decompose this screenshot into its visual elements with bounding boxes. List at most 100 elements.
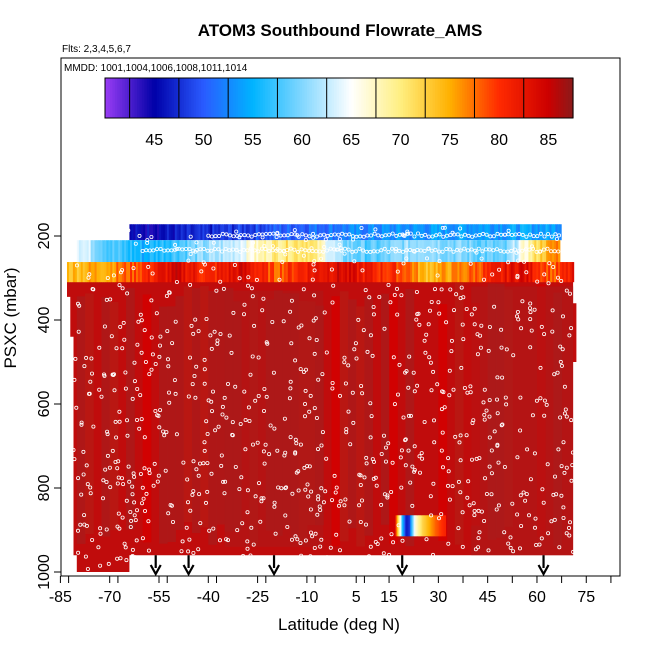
- light-blue-band-strip: [345, 240, 348, 263]
- sample-point: [506, 232, 511, 237]
- orange-band-strip: [488, 262, 492, 283]
- heatmap-column: [339, 291, 349, 542]
- sample-point: [511, 549, 516, 554]
- colorbar-swatch: [265, 78, 269, 118]
- sample-point: [553, 232, 558, 237]
- orange-band-strip: [416, 262, 419, 283]
- sample-point: [561, 516, 566, 521]
- orange-band-strip: [449, 262, 452, 283]
- sample-point: [554, 492, 559, 497]
- sample-point: [191, 551, 196, 556]
- sample-point: [101, 478, 106, 483]
- light-blue-band-strip: [402, 240, 405, 263]
- sample-point: [521, 490, 526, 495]
- sample-point: [533, 525, 538, 530]
- sample-point: [130, 396, 135, 401]
- sample-point: [374, 483, 379, 488]
- orange-band-strip: [376, 262, 379, 283]
- top-blue-band-strip: [533, 224, 537, 241]
- top-blue-band-strip: [184, 224, 188, 241]
- sample-point: [180, 247, 185, 252]
- sample-point: [125, 433, 130, 438]
- x-tick-label: -10: [295, 589, 318, 606]
- sample-point: [249, 286, 254, 291]
- sample-point: [558, 359, 563, 364]
- sample-point: [152, 461, 157, 466]
- colorbar-swatch: [218, 78, 222, 118]
- orange-band-strip: [317, 262, 320, 283]
- colorbar-swatch: [368, 78, 372, 118]
- sample-point: [176, 246, 181, 251]
- sample-point: [545, 462, 550, 467]
- sample-point: [225, 381, 230, 386]
- orange-band-strip: [274, 262, 277, 283]
- sample-point: [122, 337, 127, 342]
- sample-point: [502, 464, 507, 469]
- orange-band-strip: [287, 262, 291, 283]
- orange-band-strip: [433, 262, 437, 283]
- orange-band-strip: [124, 262, 127, 283]
- sample-point: [81, 449, 86, 454]
- top-blue-band-strip: [523, 224, 527, 241]
- orange-band-strip: [84, 262, 88, 283]
- light-blue-band-strip: [558, 240, 561, 263]
- sample-point: [412, 469, 417, 474]
- sample-point: [252, 323, 257, 328]
- sample-point: [503, 395, 508, 400]
- sample-point: [353, 341, 358, 346]
- anomaly-patch-strip: [404, 515, 407, 537]
- sample-point: [158, 334, 163, 339]
- top-blue-band-strip: [145, 224, 148, 241]
- sample-point: [424, 256, 429, 261]
- top-blue-band-strip: [446, 224, 450, 241]
- sample-point: [337, 548, 342, 553]
- top-blue-band-strip: [229, 224, 233, 241]
- top-blue-band-strip: [192, 224, 195, 241]
- colorbar-swatch: [474, 78, 478, 118]
- sample-point: [272, 504, 277, 509]
- sample-point: [567, 526, 572, 531]
- sample-point: [346, 363, 351, 368]
- colorbar-swatch: [270, 78, 274, 118]
- colorbar-swatch: [191, 78, 195, 118]
- sample-point: [90, 538, 95, 543]
- orange-band-strip: [66, 262, 70, 283]
- sample-point: [278, 233, 283, 238]
- orange-band-strip: [550, 262, 553, 283]
- orange-band-strip: [354, 262, 358, 283]
- sample-point: [494, 247, 499, 252]
- orange-band-strip: [362, 262, 366, 283]
- top-blue-band-strip: [375, 224, 379, 241]
- sample-point: [172, 378, 177, 383]
- sample-point: [132, 513, 137, 518]
- sample-point: [256, 232, 261, 237]
- sample-point: [281, 319, 286, 324]
- sample-point: [105, 432, 110, 437]
- colorbar-swatch: [257, 78, 261, 118]
- light-blue-band-strip: [473, 240, 476, 263]
- colorbar-tick-label: 55: [244, 132, 262, 149]
- sample-point: [546, 281, 551, 286]
- sample-point: [196, 329, 201, 334]
- colorbar-swatch: [262, 78, 266, 118]
- colorbar-swatch: [427, 78, 431, 118]
- top-blue-band-strip: [168, 224, 172, 241]
- orange-band-strip: [205, 262, 208, 283]
- colorbar-swatch: [420, 78, 424, 118]
- colorbar-swatch: [146, 78, 150, 118]
- sample-point: [233, 464, 238, 469]
- light-blue-band-strip: [218, 240, 222, 263]
- sample-point: [204, 419, 209, 424]
- colorbar-swatch: [447, 78, 451, 118]
- light-blue-band-strip: [102, 240, 105, 263]
- sample-point: [207, 528, 212, 533]
- orange-band-strip: [212, 262, 216, 283]
- orange-band-strip: [214, 262, 218, 283]
- sample-point: [383, 459, 388, 464]
- sample-point: [347, 519, 352, 524]
- orange-band-strip: [216, 262, 220, 283]
- sample-point: [115, 481, 120, 486]
- sample-point: [307, 234, 312, 239]
- sample-point: [316, 377, 321, 382]
- sample-point: [262, 386, 267, 391]
